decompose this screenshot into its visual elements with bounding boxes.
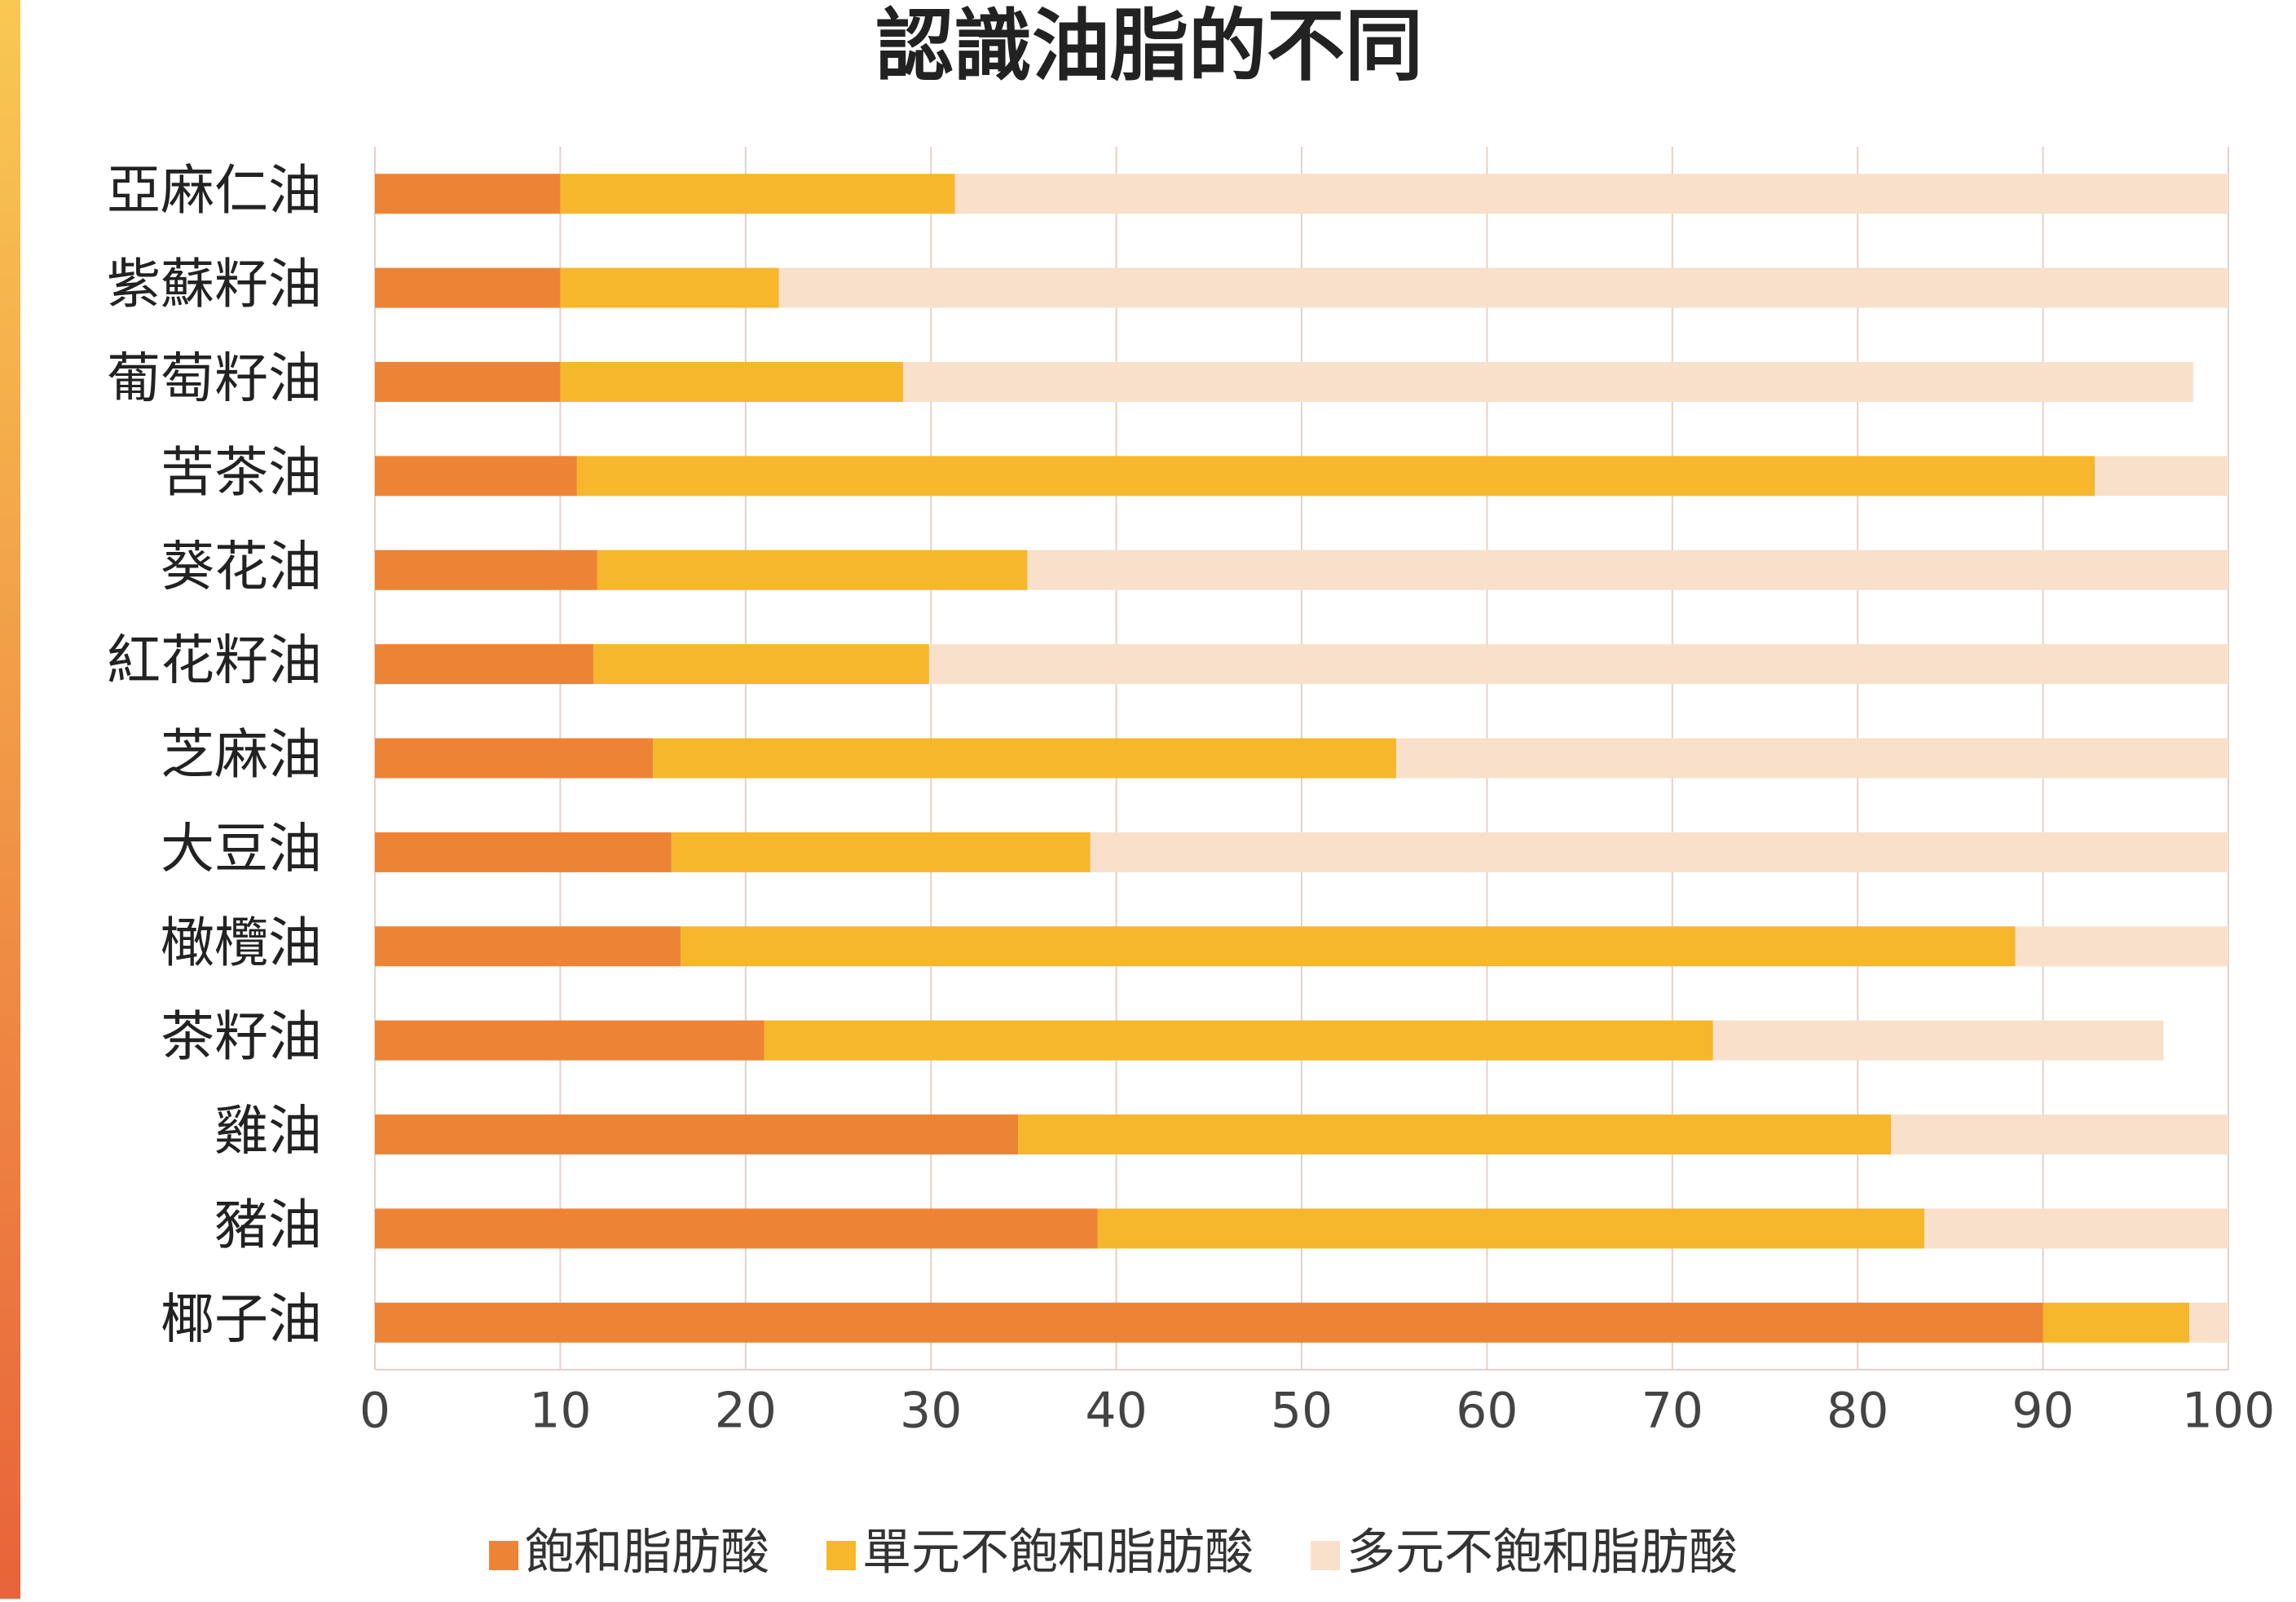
bar-segment xyxy=(1712,1020,2164,1061)
bar-segment xyxy=(560,361,904,402)
bar-segment xyxy=(375,832,672,872)
bar-segment xyxy=(375,549,597,590)
bar-segment xyxy=(375,456,577,496)
y-tick-label: 茶籽油 xyxy=(161,1005,322,1068)
bar-segment xyxy=(375,1302,2043,1343)
y-tick-label: 橄欖油 xyxy=(161,911,322,974)
legend-swatch xyxy=(826,1541,856,1570)
bar-segment xyxy=(1027,549,2228,590)
bar-segment xyxy=(375,267,561,308)
bar-segment xyxy=(681,926,2016,967)
bar-segment xyxy=(1891,1114,2228,1155)
bar-segment xyxy=(375,361,561,402)
x-tick-label: 90 xyxy=(2012,1383,2073,1440)
legend-label: 多元不飽和脂肪酸 xyxy=(1346,1525,1738,1582)
bar-segment xyxy=(375,1208,1098,1249)
y-tick-label: 葵花油 xyxy=(161,535,322,598)
x-tick-label: 40 xyxy=(1085,1383,1147,1440)
legend-swatch xyxy=(1311,1541,1340,1570)
legend-label: 單元不飽和脂肪酸 xyxy=(862,1525,1254,1582)
x-tick-label: 10 xyxy=(529,1383,591,1440)
bar-segment xyxy=(1097,1208,1925,1249)
bar-segment xyxy=(928,644,2228,685)
legend-label: 飽和脂肪酸 xyxy=(525,1525,769,1582)
y-tick-label: 豬油 xyxy=(214,1194,322,1256)
bar-segment xyxy=(593,644,929,685)
x-tick-label: 60 xyxy=(1456,1383,1518,1440)
bar-segment xyxy=(1395,738,2228,779)
x-tick-label: 0 xyxy=(359,1383,390,1440)
bar-segment xyxy=(1018,1114,1892,1155)
bar-segment xyxy=(375,1020,765,1061)
x-tick-label: 50 xyxy=(1271,1383,1333,1440)
x-tick-label: 80 xyxy=(1827,1383,1888,1440)
y-tick-label: 芝麻油 xyxy=(161,723,322,786)
y-tick-label: 大豆油 xyxy=(161,817,322,880)
y-tick-label: 亞麻仁油 xyxy=(107,159,322,222)
y-tick-label: 椰子油 xyxy=(161,1287,322,1350)
bar-segment xyxy=(597,549,1028,590)
y-tick-label: 雞油 xyxy=(214,1100,322,1163)
bar-segment xyxy=(903,361,2193,402)
chart-title: 認識油脂的不同 xyxy=(875,0,1423,91)
bar-segment xyxy=(560,267,779,308)
bar-segment xyxy=(954,174,2228,214)
bar-segment xyxy=(2189,1302,2228,1343)
bar-segment xyxy=(764,1020,1713,1061)
x-tick-label: 20 xyxy=(715,1383,777,1440)
y-tick-label: 紫蘇籽油 xyxy=(107,253,322,316)
bar-segment xyxy=(560,174,955,214)
y-tick-label: 苦茶油 xyxy=(161,441,322,504)
y-tick-label: 葡萄籽油 xyxy=(107,347,322,410)
bar-segment xyxy=(375,1114,1019,1155)
bar-segment xyxy=(2095,456,2228,496)
bar-segment xyxy=(1090,832,2228,872)
legend-swatch xyxy=(489,1541,518,1570)
bar-segment xyxy=(1924,1208,2228,1249)
x-tick-label: 30 xyxy=(900,1383,962,1440)
bar-segment xyxy=(375,644,594,685)
bar-segment xyxy=(576,456,2095,496)
bar-segment xyxy=(375,174,561,214)
bar-segment xyxy=(375,738,654,779)
bar-segment xyxy=(778,267,2229,308)
bar-segment xyxy=(671,832,1091,872)
bar-segment xyxy=(2015,926,2228,967)
y-tick-label: 紅花籽油 xyxy=(107,629,322,692)
x-tick-label: 100 xyxy=(2182,1383,2276,1440)
side-strip xyxy=(0,0,20,1599)
bar-segment xyxy=(653,738,1396,779)
bar-segment xyxy=(2043,1302,2190,1343)
bar-segment xyxy=(375,926,681,967)
x-tick-label: 70 xyxy=(1642,1383,1703,1440)
